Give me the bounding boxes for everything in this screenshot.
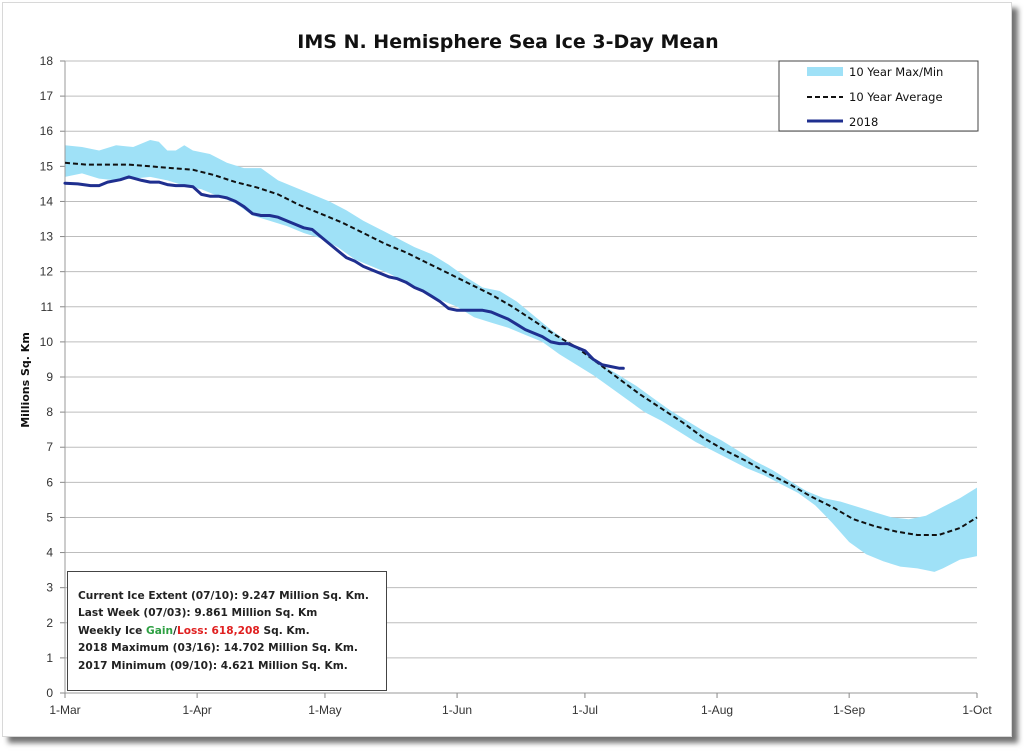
x-tick-label: 1-Mar [49, 703, 80, 717]
x-tick-label: 1-Jun [442, 703, 472, 717]
x-tick-label: 1-Aug [701, 703, 733, 717]
legend: 10 Year Max/Min 10 Year Average 2018 [778, 60, 979, 132]
line-2018 [63, 175, 625, 370]
y-tick-label: 9 [46, 370, 53, 384]
y-tick-label: 3 [46, 581, 53, 595]
y-tick-label: 2 [46, 616, 53, 630]
x-tick-label: 1-Jul [572, 703, 598, 717]
y-tick-label: 8 [46, 405, 53, 419]
y-tick-label: 15 [40, 159, 54, 173]
y-tick-label: 18 [40, 54, 54, 68]
series-lines [63, 161, 978, 536]
max-min-band-layer [65, 140, 977, 572]
x-tick-label: 1-May [308, 703, 341, 717]
gain-label: Gain [146, 624, 174, 637]
legend-label-average: 10 Year Average [849, 90, 943, 104]
y-axis-label: Millions Sq. Km [19, 332, 32, 428]
y-tick-label: 14 [40, 194, 54, 208]
y-tick-label: 17 [40, 89, 54, 103]
weekly-suffix: Sq. Km. [259, 624, 310, 637]
x-tick-label: 1-Apr [182, 703, 211, 717]
last-week-line: Last Week (07/03): 9.861 Million Sq. Km [78, 607, 318, 620]
info-box: Current Ice Extent (07/10): 9.247 Millio… [67, 571, 387, 691]
y-tick-label: 13 [40, 230, 54, 244]
y-tick-label: 6 [46, 475, 53, 489]
loss-colon: : [203, 624, 212, 637]
y-tick-label: 11 [41, 300, 54, 314]
current-extent-line: Current Ice Extent (07/10): 9.247 Millio… [78, 590, 369, 602]
slash: / [173, 624, 177, 637]
y-tick-label: 16 [40, 124, 54, 138]
chart-title: IMS N. Hemisphere Sea Ice 3-Day Mean [297, 31, 718, 53]
legend-label-2018: 2018 [849, 115, 878, 129]
loss-label: Loss [176, 624, 204, 637]
y-tick-label: 0 [46, 686, 53, 700]
y-tick-label: 4 [46, 546, 53, 560]
weekly-prefix: Weekly Ice [78, 624, 147, 637]
legend-label-band: 10 Year Max/Min [849, 65, 943, 79]
average-line [64, 161, 978, 536]
y-tick-label: 1 [46, 651, 53, 665]
y-tick-label: 12 [40, 265, 54, 279]
weekly-change-line: Weekly Ice Gain/Loss: 618,208 Sq. Km. [78, 623, 386, 640]
max-min-band [65, 140, 977, 572]
legend-swatch-band [807, 67, 843, 76]
y-tick-label: 10 [40, 335, 54, 349]
y-tick-label: 7 [46, 440, 53, 454]
x-tick-label: 1-Oct [962, 703, 992, 717]
loss-value: 618,208 [211, 624, 260, 637]
gridlines [65, 60, 977, 659]
x-tick-label: 1-Sep [833, 703, 865, 717]
max-2018-line: 2018 Maximum (03/16): 14.702 Million Sq.… [78, 642, 358, 655]
y-tick-label: 5 [46, 510, 53, 524]
min-2017-line: 2017 Minimum (09/10): 4.621 Million Sq. … [78, 659, 348, 672]
